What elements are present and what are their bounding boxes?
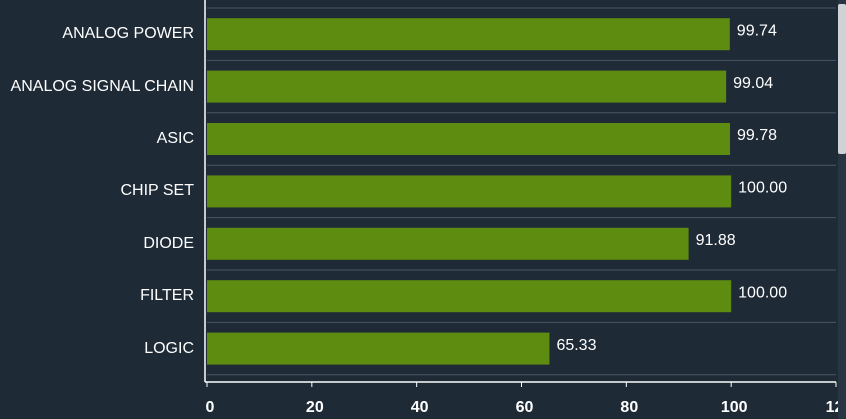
y-tick-label: ANALOG POWER	[62, 25, 194, 43]
value-label: 65.33	[556, 337, 596, 354]
bar	[207, 332, 550, 365]
y-tick-label: LOGIC	[144, 339, 194, 357]
value-label: 99.74	[737, 22, 777, 39]
x-tick-label: 40	[411, 399, 429, 416]
bar	[207, 123, 731, 155]
x-tick-label: 0	[206, 399, 215, 416]
x-tick-label: 20	[306, 399, 324, 416]
x-tick-label: 60	[516, 399, 534, 416]
value-label: 99.04	[733, 75, 773, 92]
value-label: 99.78	[737, 127, 777, 144]
value-label: 100.00	[738, 180, 787, 197]
scrollbar-track[interactable]	[838, 0, 846, 419]
y-tick-label: CHIP SET	[120, 182, 195, 200]
y-tick-label: ANALOG SIGNAL CHAIN	[10, 77, 194, 95]
bar	[207, 227, 689, 260]
y-tick-label: DIODE	[143, 234, 194, 252]
bar	[207, 175, 732, 208]
bar	[207, 70, 727, 103]
y-tick-label: ASIC	[156, 130, 194, 147]
y-tick-label: FILTER	[140, 287, 194, 305]
bar	[207, 18, 730, 51]
value-label: 100.00	[738, 284, 787, 301]
bar	[207, 280, 732, 313]
scrollbar-thumb[interactable]	[838, 4, 846, 154]
x-tick-label: 100	[721, 399, 748, 416]
x-tick-label: 80	[620, 399, 638, 416]
value-label: 91.88	[696, 232, 736, 249]
